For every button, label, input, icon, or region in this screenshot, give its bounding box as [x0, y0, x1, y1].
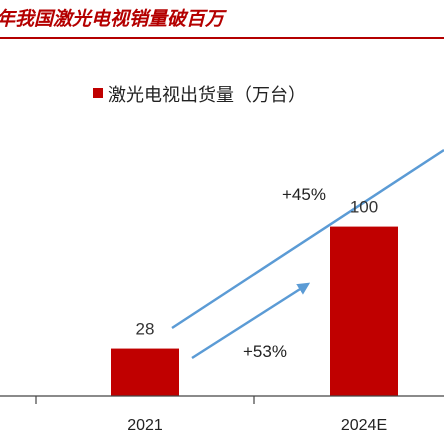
- annotation-growth-45: +45%: [282, 185, 326, 204]
- data-label-2024e: 100: [350, 198, 378, 217]
- x-tick-label-2024e: 2024E: [341, 417, 387, 434]
- data-label-2021: 28: [136, 320, 155, 339]
- bar-2021: [111, 348, 179, 396]
- annotation-growth-53: +53%: [243, 342, 287, 361]
- growth-arrow-short: [191, 282, 311, 360]
- legend-label: 激光电视出货量（万台）: [108, 85, 306, 106]
- legend-swatch: [93, 88, 103, 98]
- x-axis-ticks: 2021 2024E: [35, 396, 387, 434]
- bar-2024e: [330, 226, 398, 396]
- x-tick-label-2021: 2021: [127, 417, 163, 434]
- growth-arrow-long: [171, 148, 444, 330]
- bars-group: 28 100: [111, 198, 398, 396]
- chart-title: 年我国激光电视销量破百万: [0, 8, 227, 30]
